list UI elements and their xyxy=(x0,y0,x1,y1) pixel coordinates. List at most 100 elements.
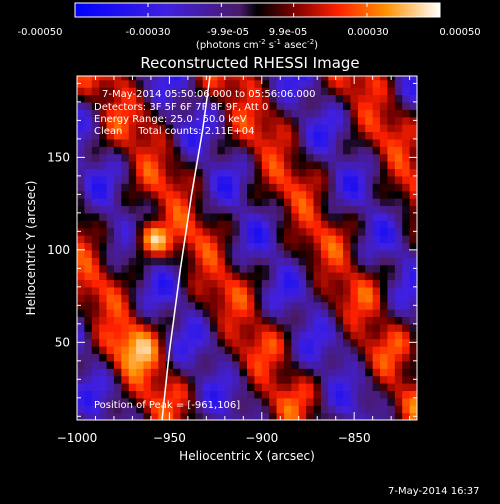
heatmap-cell xyxy=(387,264,396,273)
heatmap-cell xyxy=(113,375,122,384)
heatmap-cell xyxy=(217,94,226,103)
heatmap-cell xyxy=(128,405,137,414)
heatmap-cell xyxy=(113,220,122,229)
heatmap-cell xyxy=(239,109,248,118)
heatmap-cell xyxy=(143,375,152,384)
heatmap-cell xyxy=(136,301,145,310)
heatmap-cell xyxy=(99,124,108,133)
heatmap-cell xyxy=(313,109,322,118)
heatmap-cell xyxy=(276,94,285,103)
heatmap-cell xyxy=(276,235,285,244)
heatmap-cell xyxy=(306,168,315,177)
heatmap-cell xyxy=(84,131,93,140)
heatmap-cell xyxy=(387,161,396,170)
heatmap-cell xyxy=(350,264,359,273)
heatmap-cell xyxy=(350,124,359,133)
heatmap-cell xyxy=(276,397,285,406)
heatmap-cell xyxy=(150,175,159,184)
heatmap-cell xyxy=(239,79,248,88)
heatmap-cell xyxy=(269,220,278,229)
heatmap-cell xyxy=(283,190,292,199)
limb-curve xyxy=(161,76,211,420)
heatmap-cell xyxy=(232,205,241,214)
heatmap-cell xyxy=(283,323,292,332)
heatmap-cell xyxy=(143,323,152,332)
heatmap-cell xyxy=(113,346,122,355)
heatmap-cell xyxy=(143,360,152,369)
heatmap-cell xyxy=(180,338,189,347)
heatmap-cell xyxy=(239,242,248,251)
heatmap-cell xyxy=(150,353,159,362)
heatmap-cell xyxy=(387,116,396,125)
heatmap-cell xyxy=(173,190,182,199)
heatmap-cell xyxy=(239,190,248,199)
heatmap-cell xyxy=(357,286,366,295)
heatmap-cell xyxy=(77,323,85,332)
heatmap-cell xyxy=(77,87,85,96)
heatmap-cell xyxy=(136,294,145,303)
heatmap-cell xyxy=(320,301,329,310)
heatmap-cell xyxy=(380,272,389,281)
heatmap-cell xyxy=(254,316,263,325)
heatmap-cell xyxy=(343,272,352,281)
heatmap-cell xyxy=(173,227,182,236)
heatmap-cell xyxy=(217,116,226,125)
heatmap-cell xyxy=(283,146,292,155)
heatmap-cell xyxy=(276,383,285,392)
heatmap-cell xyxy=(210,131,219,140)
heatmap-cell xyxy=(335,375,344,384)
heatmap-cell xyxy=(357,397,366,406)
heatmap-cell xyxy=(394,146,403,155)
annotation-time-range: 7-May-2014 05:50:06.000 to 05:56:06.000 xyxy=(102,89,315,100)
heatmap-cell xyxy=(121,87,130,96)
heatmap-cell xyxy=(180,153,189,162)
heatmap-cell xyxy=(210,161,219,170)
heatmap-cell xyxy=(402,161,411,170)
heatmap-cell xyxy=(158,131,167,140)
heatmap-cell xyxy=(350,301,359,310)
heatmap-cell xyxy=(254,368,263,377)
heatmap-cell xyxy=(365,124,374,133)
heatmap-cell xyxy=(150,286,159,295)
heatmap-cell xyxy=(365,272,374,281)
heatmap-cell xyxy=(313,101,322,110)
heatmap-cell xyxy=(202,309,211,318)
heatmap-cell xyxy=(210,175,219,184)
heatmap-cell xyxy=(394,294,403,303)
heatmap-cell xyxy=(380,412,389,420)
heatmap-cell xyxy=(365,249,374,258)
heatmap-cell xyxy=(99,153,108,162)
heatmap-cell xyxy=(283,316,292,325)
heatmap-cell xyxy=(165,257,174,266)
heatmap-cell xyxy=(91,257,100,266)
heatmap-cell xyxy=(121,272,130,281)
heatmap-cell xyxy=(394,153,403,162)
heatmap-cell xyxy=(224,168,233,177)
heatmap-cell xyxy=(84,212,93,221)
heatmap-cell xyxy=(365,175,374,184)
heatmap-cell xyxy=(187,257,196,266)
heatmap-cell xyxy=(343,87,352,96)
heatmap-cell xyxy=(380,87,389,96)
heatmap-cell xyxy=(121,190,130,199)
heatmap-cell xyxy=(195,124,204,133)
heatmap-cell xyxy=(409,87,417,96)
heatmap-cell xyxy=(261,309,270,318)
heatmap-cell xyxy=(77,138,85,147)
heatmap-cell xyxy=(276,375,285,384)
heatmap-cell xyxy=(128,109,137,118)
heatmap-cell xyxy=(84,390,93,399)
heatmap-cell xyxy=(335,161,344,170)
heatmap-cell xyxy=(128,205,137,214)
heatmap-cell xyxy=(365,353,374,362)
heatmap-cell xyxy=(357,161,366,170)
heatmap-cell xyxy=(409,175,417,184)
heatmap-cell xyxy=(409,220,417,229)
heatmap-cell xyxy=(239,397,248,406)
heatmap-cell xyxy=(343,198,352,207)
heatmap-cell xyxy=(335,235,344,244)
heatmap-cell xyxy=(165,360,174,369)
heatmap-cell xyxy=(210,272,219,281)
heatmap-cell xyxy=(136,212,145,221)
heatmap-cell xyxy=(276,198,285,207)
